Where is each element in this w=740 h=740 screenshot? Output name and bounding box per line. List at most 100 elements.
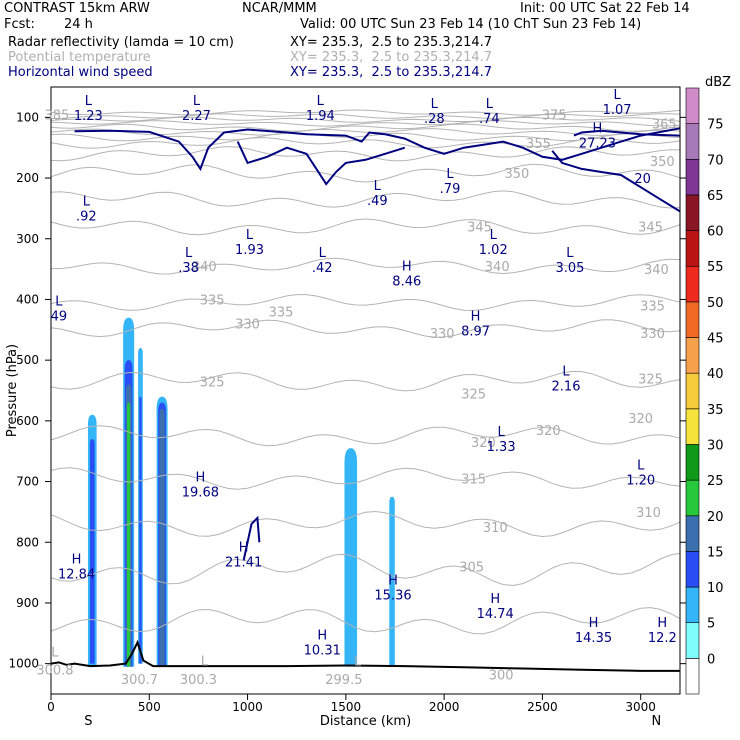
theta-label: 345 [638,221,663,236]
wind-extremum-type: L [637,458,645,473]
theta-label: 335 [269,306,294,321]
wind-extremum-value: 49 [51,310,68,325]
theta-contour [50,607,681,635]
plot-frame [50,86,681,695]
wind-extremum-value: 8.46 [392,274,421,289]
theta-label: 375 [542,108,567,123]
wind-extremum-type: L [446,167,454,182]
wind-extremum-type: H [589,616,599,631]
field-name-reflectivity: Radar reflectivity (lamda = 10 cm) [8,35,234,50]
colorbar-segment [685,622,700,659]
wind-extremum-type: L [562,364,570,379]
theta-label: 340 [485,260,510,275]
model-title: CONTRAST 15km ARW [4,1,150,16]
colorbar-tick-label: 60 [707,225,724,240]
plot-background [51,87,680,694]
wind-extremum-type: H [239,540,249,555]
theta-label: 340 [192,260,217,275]
theta-contour [50,510,681,538]
colorbar-tick-label: 50 [707,296,724,311]
wind-extremum-value: 19.68 [182,486,219,501]
wind-extremum-type: H [471,310,481,325]
y-tick-label: 200 [16,171,39,185]
theta-label: 325 [638,372,663,387]
wind-extremum-value: .79 [440,182,461,197]
theta-contour [50,137,681,149]
colorbar-segment [685,408,700,445]
x-tick-label: 1500 [331,700,362,714]
wind-extremum-type: L [193,94,201,109]
theta-label: 320 [471,436,496,451]
x-tick-label: 0 [47,700,55,714]
axis-layer: 100 200 300 400 500 600 700 800 900 1000 0 500 1000 1… [5,86,686,729]
wind-extremum-value: 8.97 [461,325,490,340]
wind-extremum-type: L [490,228,498,243]
wind-extremum-value: 1.23 [74,109,103,124]
wind-extremum-value: 27.23 [579,137,616,152]
y-tick-label: 700 [16,475,39,489]
theta-contour [51,257,681,275]
field-xy-reflectivity: XY= 235.3, 2.5 to 235.3,214.7 [290,35,493,50]
theta-contour [50,116,681,123]
y-tick-label: 800 [16,535,39,549]
wind-extremum-type: H [490,592,500,607]
wind-extremum-value: 1.02 [479,243,508,258]
x-axis-label: Distance (km) [320,714,411,729]
theta-contour [50,123,681,132]
theta-contour [50,552,681,587]
wind-extremum-value: 12.84 [58,567,95,582]
wind-extremum-type: L [83,194,91,209]
theta-label: 345 [467,221,492,236]
wind-extremum-value: 1.33 [487,440,516,455]
direction-south: S [84,714,92,729]
theta-label: 335 [200,293,225,308]
colorbar-tick-label: 25 [707,474,724,489]
colorbar-tick-label: 15 [707,545,724,560]
theta-contour [50,218,681,236]
wind-extremum-value: 1.94 [306,109,335,124]
wind-extremum-type: H [72,552,82,567]
theta-label: 325 [200,375,225,390]
field-name-wind: Horizontal wind speed [8,65,153,80]
theta-label: 325 [461,388,486,403]
wind-extremum-value: 21.41 [225,555,262,570]
theta-contour [50,370,681,392]
theta-label: 330 [430,327,455,342]
theta-contour-layer [50,109,681,635]
colorbar-segment [685,515,700,552]
theta-label: 355 [526,137,551,152]
wind-extremum-value: 10.31 [304,643,341,658]
fcst-value: 24 h [64,17,93,32]
wind-extremum-type: L [319,246,327,261]
colorbar-segment [685,230,700,267]
wind-extremum-value: .38 [178,261,199,276]
colorbar-layer: 0 5 10 15 20 25 30 35 40 45 50 55 60 65 70 75 dBZ [685,75,731,695]
wind-contour [551,150,681,213]
wind-extremum-type: L [613,88,621,103]
wind-extremum-value: 1.20 [626,473,655,488]
colorbar-tick-label: 75 [707,118,724,133]
wind-extremum-type: L [317,94,325,109]
wind-extremum-type: L [185,246,193,261]
terrain-layer [50,639,680,672]
theta-label: 305 [459,561,484,576]
field-xy-wind: XY= 235.3, 2.5 to 235.3,214.7 [290,65,493,80]
wind-extremum-value: 12.2 [648,631,677,646]
wind-extremum-value: .92 [76,209,97,224]
init-time: Init: 00 UTC Sat 22 Feb 14 [520,1,690,16]
direction-north: N [652,714,662,729]
x-tick-label: 3000 [625,700,656,714]
colorbar-tick-label: 70 [707,153,724,168]
colorbar-segment [685,551,700,588]
theta-contour [50,109,681,116]
theta-label: 300.7 [121,673,158,688]
theta-label: 315 [461,473,486,488]
theta-label: 310 [636,506,661,521]
reflectivity-column [344,448,358,667]
x-tick-label: 2000 [429,700,460,714]
theta-contour [50,294,681,312]
colorbar-segment [685,658,700,695]
wind-extremum-value: 15.36 [374,589,411,604]
colorbar-segment [685,301,700,338]
